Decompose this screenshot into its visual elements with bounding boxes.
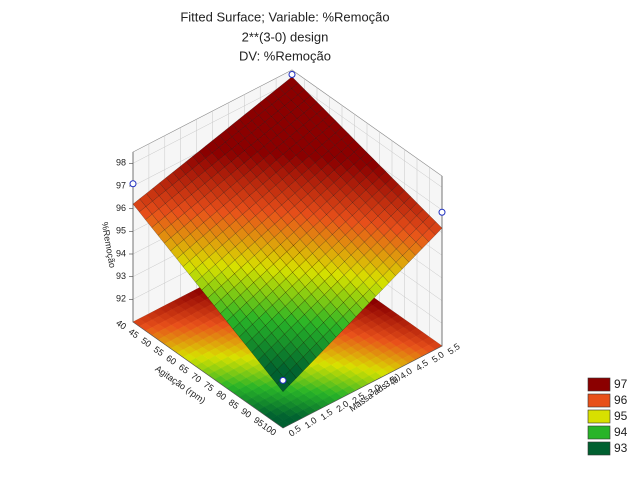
z-tick-label: 92 [116,294,126,304]
y-tick-label: 0.5 [287,423,303,438]
legend-swatch [587,377,611,392]
legend-label: 96 [614,393,628,407]
x-tick-label: 60 [164,353,178,367]
x-tick-label: 45 [127,326,141,340]
chart-subtitle: 2**(3-0) design [242,29,329,44]
chart-title: Fitted Surface; Variable: %Remoção [180,9,389,24]
x-tick-label: 85 [227,397,241,411]
x-tick-label: 40 [114,318,128,332]
z-tick-label: 95 [116,226,126,236]
y-tick-label: 5.0 [430,349,446,364]
legend-swatch [587,425,611,440]
legend-label: 94 [614,425,628,439]
legend-swatch [587,409,611,424]
z-axis-label: %Remoção [100,221,118,269]
x-tick-label: 95 [252,415,266,429]
data-point [288,71,296,79]
y-tick-label: 5.5 [446,341,462,356]
x-tick-label: 70 [189,371,203,385]
data-point [438,208,446,216]
legend-label: 93 [614,441,628,455]
x-tick-label: 80 [214,388,228,402]
legend-label: 97 [614,377,628,391]
data-point [129,180,137,188]
legend-label: 95 [614,409,628,423]
legend-swatch [587,393,611,408]
z-tick-label: 94 [116,248,126,258]
z-tick-label: 98 [116,158,126,168]
z-tick-label: 97 [116,180,126,190]
data-point [279,376,287,384]
z-tick-label: 93 [116,271,126,281]
x-tick-label: 75 [202,379,216,393]
x-tick-label: 55 [152,344,166,358]
x-tick-label: 90 [239,406,253,420]
z-tick-label: 96 [116,203,126,213]
y-tick-label: 4.5 [414,358,430,373]
x-tick-label: 65 [177,362,191,376]
x-tick-label: 50 [139,335,153,349]
legend-swatch [587,441,611,456]
axis-edge [132,152,443,429]
chart-subtitle: DV: %Remoção [239,48,331,63]
y-tick-label: 1.0 [303,415,319,430]
y-tick-label: 1.5 [319,407,335,422]
